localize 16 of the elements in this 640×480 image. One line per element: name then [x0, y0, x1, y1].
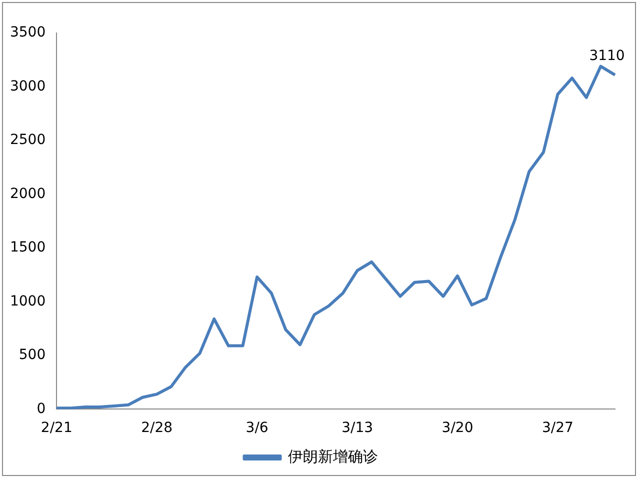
y-tick-label: 0: [36, 400, 46, 417]
x-tick-label: 3/6: [246, 420, 268, 436]
legend-label: 伊朗新增确诊: [288, 447, 378, 466]
x-tick-label: 3/20: [442, 420, 474, 436]
x-tick-label: 3/27: [542, 420, 574, 436]
y-tick-label: 3500: [10, 24, 46, 41]
y-tick-label: 1500: [10, 240, 46, 256]
x-tick-label: 2/28: [141, 420, 173, 436]
x-tick-label: 3/13: [342, 420, 374, 436]
annotation: 3110: [589, 48, 625, 64]
y-tick-label: 500: [18, 347, 46, 364]
y-tick-label: 2500: [10, 132, 46, 148]
y-tick-label: 3000: [10, 78, 46, 94]
y-tick-label: 1000: [10, 293, 46, 310]
x-tick-label: 2/21: [40, 420, 72, 436]
y-tick-label: 2000: [10, 186, 46, 202]
